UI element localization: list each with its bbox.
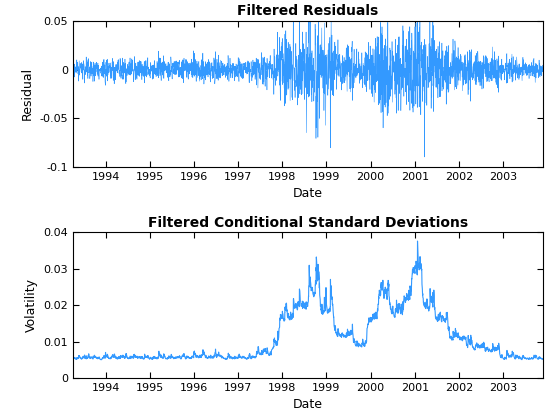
Y-axis label: Volatility: Volatility (25, 278, 38, 332)
X-axis label: Date: Date (293, 187, 323, 200)
Title: Filtered Conditional Standard Deviations: Filtered Conditional Standard Deviations (148, 216, 468, 230)
Title: Filtered Residuals: Filtered Residuals (237, 5, 379, 18)
X-axis label: Date: Date (293, 399, 323, 412)
Y-axis label: Residual: Residual (21, 67, 34, 121)
